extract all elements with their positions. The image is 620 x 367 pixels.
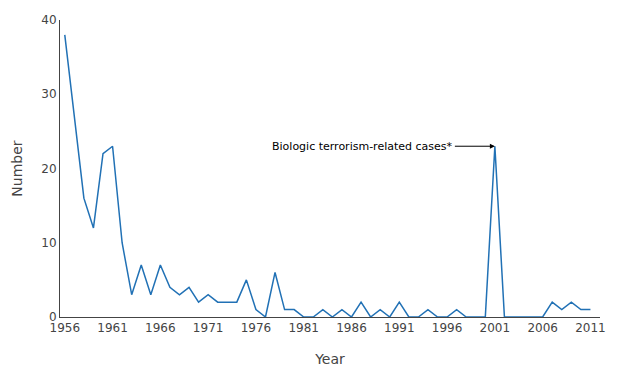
svg-text:Number: Number <box>9 140 25 196</box>
svg-text:2011: 2011 <box>575 321 606 335</box>
svg-text:1966: 1966 <box>145 321 176 335</box>
svg-text:Biologic terrorism-related cas: Biologic terrorism-related cases* <box>272 140 453 153</box>
svg-text:1971: 1971 <box>193 321 224 335</box>
svg-text:0: 0 <box>49 310 57 324</box>
svg-text:1956: 1956 <box>50 321 81 335</box>
svg-text:1996: 1996 <box>432 321 463 335</box>
svg-text:30: 30 <box>41 87 56 101</box>
svg-text:1961: 1961 <box>97 321 128 335</box>
svg-text:2006: 2006 <box>527 321 558 335</box>
svg-text:1991: 1991 <box>384 321 415 335</box>
svg-text:10: 10 <box>41 236 56 250</box>
svg-text:Year: Year <box>314 351 345 367</box>
svg-text:40: 40 <box>41 13 56 27</box>
svg-text:1976: 1976 <box>241 321 272 335</box>
svg-text:20: 20 <box>41 162 56 176</box>
svg-text:1981: 1981 <box>288 321 319 335</box>
svg-text:2001: 2001 <box>480 321 511 335</box>
svg-text:1986: 1986 <box>336 321 367 335</box>
